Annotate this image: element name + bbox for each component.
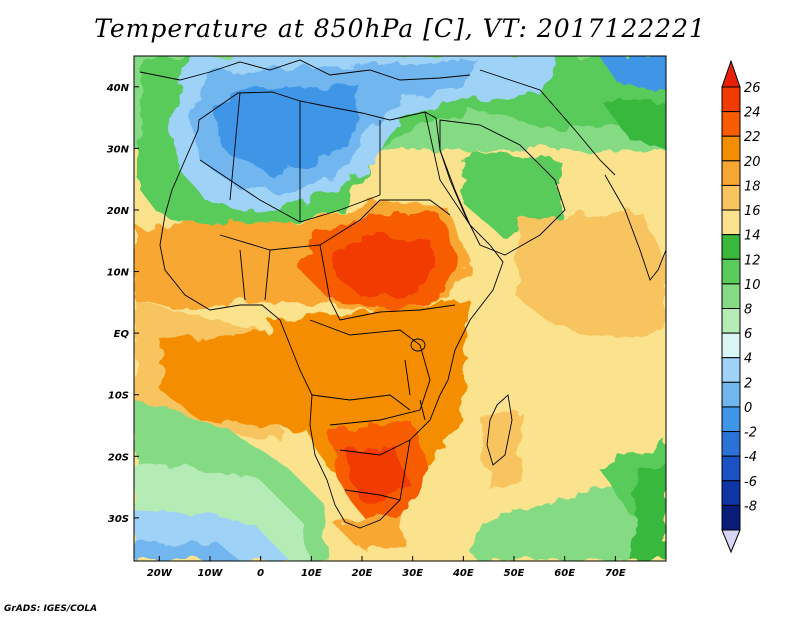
- colorbar-label: 20: [744, 155, 761, 170]
- y-tick-label: 40N: [106, 83, 130, 94]
- y-tick-label: 10S: [108, 391, 129, 402]
- colorbar-label: 26: [744, 81, 761, 96]
- y-tick-label: 20S: [108, 452, 129, 463]
- colorbar-swatch: [721, 258, 741, 285]
- x-tick-label: 70E: [605, 568, 626, 579]
- x-tick-label: 0: [257, 568, 264, 579]
- colorbar-label: 12: [744, 253, 761, 268]
- colorbar-swatch: [721, 431, 741, 457]
- colorbar-label: 10: [744, 278, 761, 293]
- colorbar-label: 24: [744, 106, 761, 121]
- colorbar-swatch: [721, 406, 741, 433]
- colorbar-label: 16: [744, 204, 761, 219]
- colorbar-swatch: [721, 455, 741, 482]
- colorbar-label: -8: [744, 499, 757, 514]
- colorbar-label: 14: [744, 229, 761, 244]
- colorbar-top-arrow: [721, 59, 741, 88]
- colorbar-swatch: [721, 86, 741, 113]
- colorbar-label: -2: [744, 426, 757, 441]
- coastlines: [139, 59, 666, 529]
- y-tick-label: 30N: [107, 144, 130, 155]
- colorbar-label: 18: [744, 179, 761, 194]
- y-tick-label: EQ: [114, 329, 130, 340]
- x-tick-label: 10E: [301, 568, 322, 579]
- colorbar-label: -4: [744, 450, 757, 465]
- colorbar-swatch: [721, 332, 741, 359]
- colorbar-label: 2: [744, 376, 752, 391]
- colorbar-swatch: [721, 111, 741, 137]
- colorbar-swatch: [721, 184, 741, 211]
- colorbar-swatch: [721, 308, 741, 334]
- colorbar-label: 0: [744, 401, 752, 416]
- grads-credit: GrADS: IGES/COLA: [4, 604, 98, 614]
- map-title: Temperature at 850hPa [C], VT: 201712222…: [94, 14, 706, 43]
- colorbar-label: 8: [744, 303, 752, 318]
- colorbar-label: 22: [744, 130, 761, 145]
- x-tick-label: 20E: [352, 568, 373, 579]
- colorbar-swatch: [721, 160, 741, 186]
- x-axis: 20W 10W 0 10E 20E 30E 40E 50E 60E 70E: [147, 556, 626, 579]
- y-tick-label: 10N: [107, 268, 130, 279]
- colorbar-label: -6: [744, 475, 757, 490]
- colorbar-swatch: [721, 209, 741, 236]
- colorbar-bottom-arrow: [721, 529, 741, 554]
- y-axis: 40N 30N 20N 10N EQ 10S 20S 30S: [106, 83, 139, 525]
- colorbar-label: 6: [744, 327, 752, 342]
- x-tick-label: 30E: [402, 568, 423, 579]
- colorbar-swatch: [721, 480, 741, 506]
- colorbar-swatch: [721, 135, 741, 162]
- colorbar-swatch: [721, 283, 741, 309]
- plot-frame: [133, 55, 667, 562]
- temperature-field: [134, 56, 666, 561]
- x-tick-label: 20W: [147, 568, 173, 579]
- colorbar-swatch: [721, 234, 741, 260]
- colorbar-swatch: [721, 504, 741, 531]
- colorbar-swatch: [721, 381, 741, 408]
- x-tick-label: 10W: [198, 568, 224, 579]
- y-tick-label: 30S: [108, 514, 129, 525]
- y-tick-label: 20N: [107, 206, 130, 217]
- x-tick-label: 40E: [452, 568, 474, 579]
- colorbar-label: 4: [744, 352, 752, 367]
- x-tick-label: 60E: [554, 568, 575, 579]
- x-tick-label: 50E: [504, 568, 525, 579]
- colorbar-swatch: [721, 357, 741, 383]
